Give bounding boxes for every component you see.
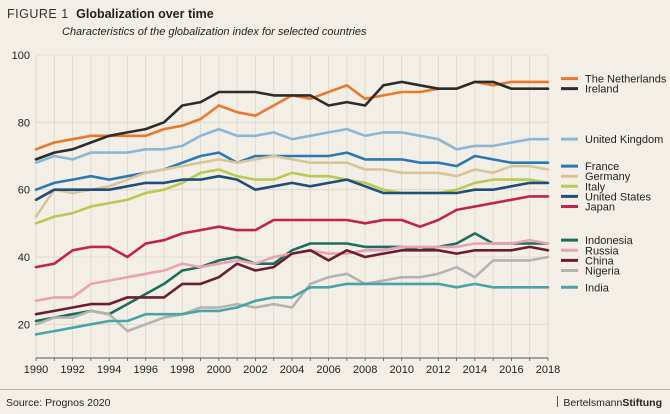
series-lines	[34, 80, 550, 336]
brand-separator	[557, 396, 559, 407]
figure-label: FIGURE 1	[7, 7, 69, 21]
chart-subtitle: Characteristics of the globalization ind…	[62, 26, 367, 38]
series-line-france	[34, 151, 550, 191]
legend-label-ireland: Ireland	[585, 84, 619, 96]
legend-label-china: China	[585, 255, 615, 267]
x-tick-label: 2008	[353, 364, 377, 376]
series-line-india	[34, 282, 550, 336]
legend-label-germany: Germany	[585, 171, 631, 183]
x-tick-label: 2016	[499, 364, 523, 376]
series-line-indonesia	[34, 232, 550, 323]
y-axis: 20 40 60 80 100	[12, 50, 30, 331]
legend-label-nigeria: Nigeria	[585, 265, 621, 277]
brand-name-bold: Stiftung	[622, 397, 662, 409]
legend-label-indonesia: Indonesia	[585, 235, 634, 247]
y-tick-label: 20	[18, 319, 30, 331]
x-tick-label: 2002	[243, 364, 267, 376]
source-note: Source: Prognos 2020	[6, 397, 111, 409]
legend-label-india: India	[585, 282, 610, 294]
y-tick-label: 40	[18, 252, 30, 264]
legend-label-the-netherlands: The Netherlands	[585, 74, 667, 86]
chart-title: Globalization over time	[76, 7, 214, 21]
series-line-nigeria	[34, 255, 550, 333]
x-tick-label: 2004	[280, 364, 304, 376]
legend-label-japan: Japan	[585, 202, 615, 214]
y-tick-label: 60	[18, 185, 30, 197]
series-line-ireland	[34, 80, 550, 161]
brand-name-regular: Bertelsmann	[563, 397, 623, 409]
series-line-united-kingdom	[34, 127, 550, 164]
x-tick-label: 2012	[426, 364, 450, 376]
x-tick-label: 2010	[389, 364, 413, 376]
x-tick-label: 2014	[463, 364, 487, 376]
legend-label-united-kingdom: United Kingdom	[585, 134, 663, 146]
x-tick-label: 1990	[24, 364, 48, 376]
figure-header: FIGURE 1 Globalization over time	[7, 7, 214, 21]
x-tick-label: 2000	[207, 364, 231, 376]
legend-label-united-states: United States	[585, 191, 652, 203]
x-tick-label: 1998	[170, 364, 194, 376]
series-line-japan	[34, 195, 550, 269]
series-line-united-states	[34, 174, 550, 202]
legend-label-italy: Italy	[585, 181, 606, 193]
x-tick-label: 1994	[97, 364, 121, 376]
footer-divider	[0, 389, 670, 390]
x-tick-label: 2018	[536, 364, 560, 376]
legend-label-france: France	[585, 161, 619, 173]
legend-label-russia: Russia	[585, 245, 620, 257]
y-tick-label: 100	[12, 50, 30, 62]
brand-logo: BertelsmannStiftung	[557, 396, 662, 409]
series-line-germany	[34, 154, 550, 218]
x-tick-label: 1992	[60, 364, 84, 376]
grid	[35, 54, 549, 358]
y-tick-label: 80	[18, 117, 30, 129]
x-tick-label: 1996	[133, 364, 157, 376]
x-axis: 1990 1992 1994 1996 1998 2000 2002 2004 2006 2008…	[24, 357, 560, 376]
series-line-china	[34, 245, 550, 316]
series-line-italy	[34, 168, 550, 225]
x-tick-label: 2006	[316, 364, 340, 376]
